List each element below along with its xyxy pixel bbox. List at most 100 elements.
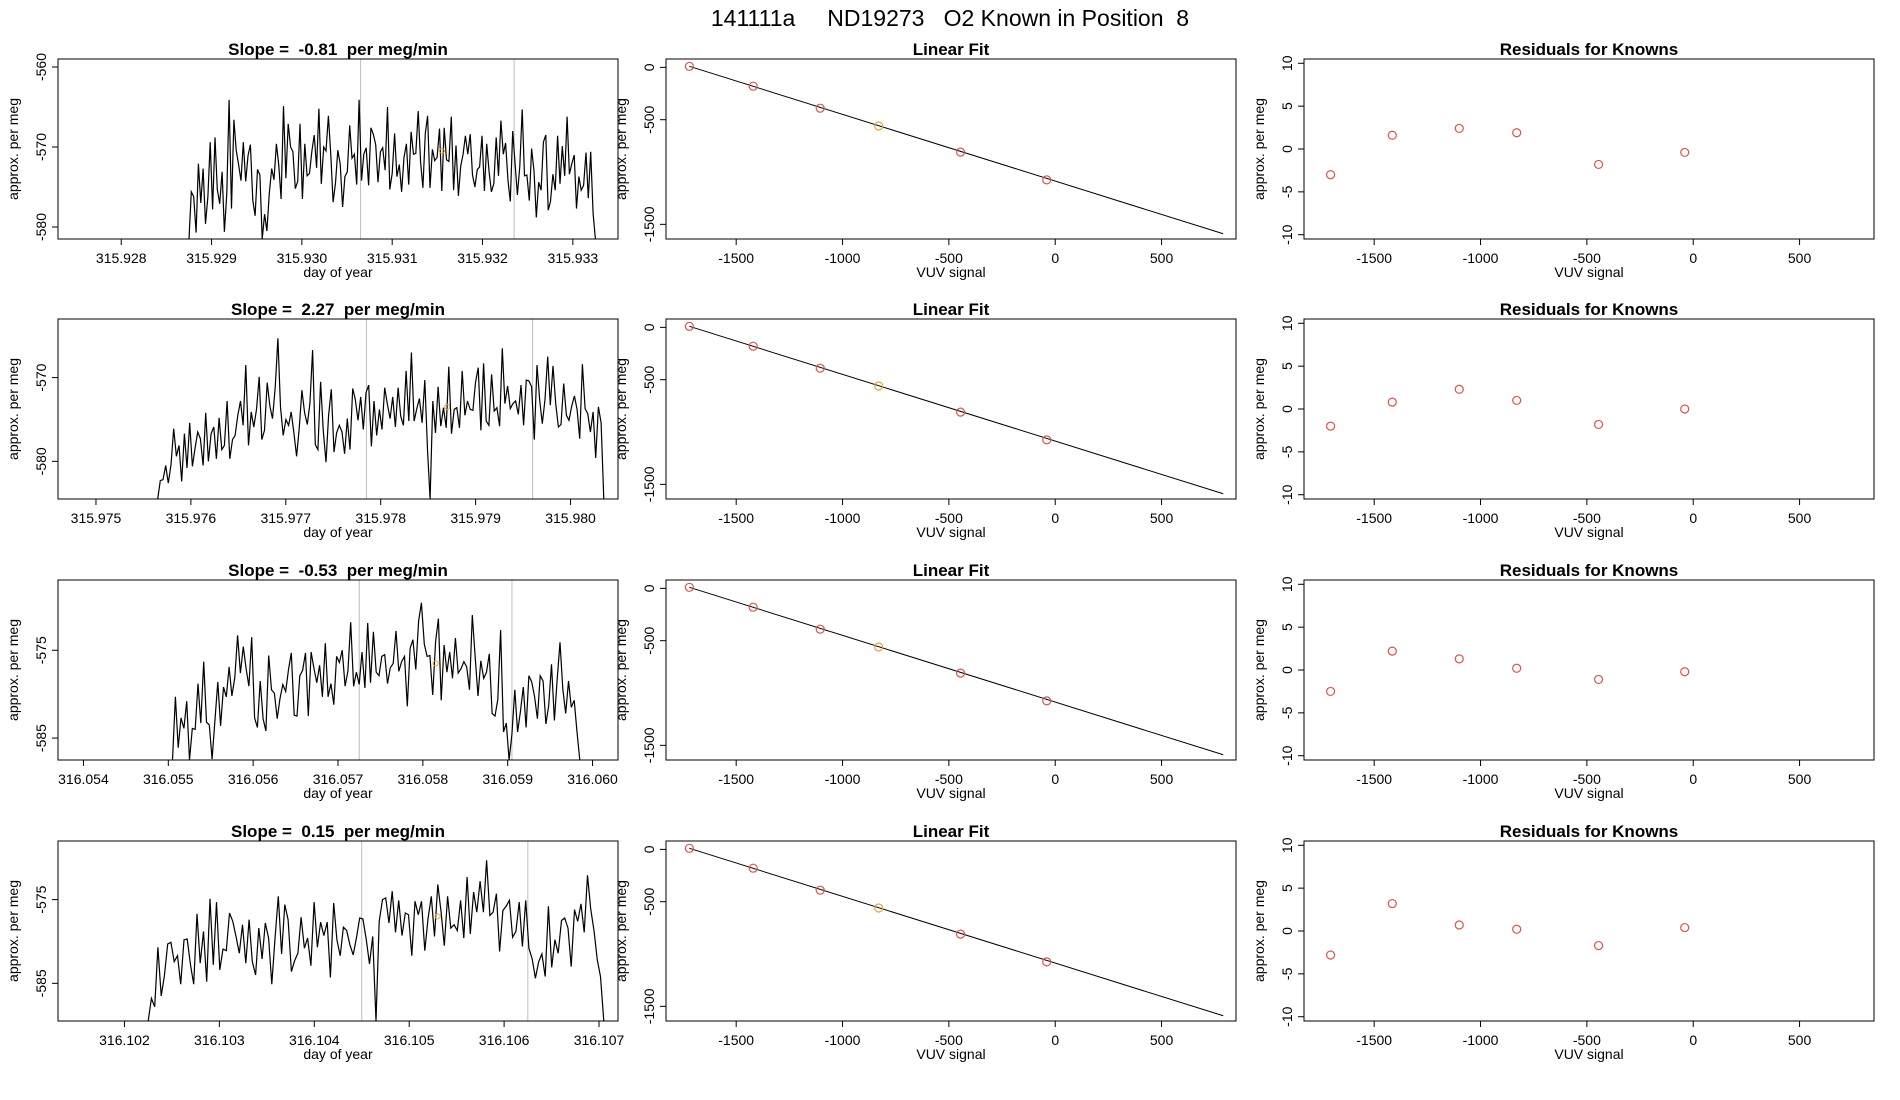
y-axis-label: approx. per meg — [1251, 880, 1267, 982]
data-point — [1454, 123, 1464, 134]
chart-panel-10: 316.102 316.103 316.104 316.105 316.106 316.1… — [5, 822, 625, 1062]
plot-frame — [1303, 318, 1875, 500]
x-tick-label: -1000 — [825, 250, 861, 266]
x-axis-label: day of year — [303, 1046, 373, 1062]
chart-title: Linear Fit — [913, 561, 990, 580]
data-point — [1512, 663, 1522, 673]
chart-panel-8: -1500 -1000 -500 0 500 0 -500 -1500 Linear Fit VU… — [613, 561, 1237, 801]
x-tick-label: -500 — [935, 771, 963, 787]
data-point — [1593, 674, 1604, 685]
x-tick-label: 500 — [1150, 771, 1174, 787]
plot-area — [684, 61, 1224, 235]
x-tick-label: -1000 — [825, 771, 861, 787]
chart-title: Linear Fit — [913, 40, 990, 59]
x-tick-label: 500 — [1788, 771, 1812, 787]
y-tick-label: 0 — [1279, 666, 1295, 674]
x-tick-label: -500 — [1573, 250, 1601, 266]
data-point — [1680, 922, 1690, 933]
data-point — [815, 103, 825, 113]
x-tick-label: -1500 — [1356, 250, 1392, 266]
data-point — [684, 843, 694, 853]
chart-panel-4: 315.975 315.976 315.977 315.978 315.979 315.9… — [5, 300, 619, 540]
signal-trace-line — [157, 338, 605, 499]
x-tick-label: -500 — [1573, 1032, 1601, 1048]
data-point — [1593, 159, 1604, 170]
y-tick-label: 10 — [1279, 315, 1295, 331]
x-tick-label: 315.979 — [450, 510, 501, 526]
fit-line — [689, 325, 1224, 495]
data-point — [1042, 696, 1052, 706]
x-tick-label: -1500 — [1356, 1032, 1392, 1048]
y-axis-label: approx. per meg — [613, 880, 629, 982]
plot-area — [188, 59, 596, 239]
data-point — [1325, 421, 1336, 431]
y-tick-label: 5 — [1279, 362, 1295, 370]
plot-frame — [1303, 840, 1875, 1022]
data-point — [684, 582, 694, 592]
plot-area — [684, 843, 1224, 1017]
x-tick-label: -1000 — [825, 510, 861, 526]
plot-frame — [1303, 58, 1875, 240]
plot-area — [1325, 123, 1690, 180]
x-tick-label: 0 — [1689, 771, 1697, 787]
y-tick-label: -560 — [33, 53, 49, 81]
data-point — [1680, 667, 1690, 677]
data-point — [874, 121, 884, 131]
x-tick-label: 316.055 — [143, 771, 194, 787]
data-point — [1454, 920, 1464, 930]
x-tick-label: 316.104 — [289, 1032, 340, 1048]
data-point — [1454, 384, 1464, 394]
plot-frame — [57, 840, 619, 1022]
plot-area — [157, 319, 605, 499]
highlight-point — [444, 403, 451, 410]
x-tick-label: -1000 — [825, 1032, 861, 1048]
x-tick-label: -500 — [935, 510, 963, 526]
chart-title: Residuals for Knowns — [1500, 822, 1679, 841]
plot-frame — [1303, 579, 1875, 761]
y-tick-label: -5 — [1279, 967, 1295, 980]
x-tick-label: 500 — [1788, 250, 1812, 266]
y-axis-label: approx. per meg — [613, 619, 629, 721]
y-tick-label: 0 — [641, 323, 657, 331]
x-tick-label: 316.103 — [194, 1032, 245, 1048]
plot-area — [147, 841, 605, 1021]
y-tick-label: -570 — [33, 363, 49, 391]
data-point — [1325, 170, 1336, 180]
y-axis-label: approx. per meg — [5, 619, 21, 721]
x-tick-label: -500 — [935, 1032, 963, 1048]
x-tick-label: 315.930 — [277, 250, 328, 266]
data-point — [815, 885, 825, 895]
y-tick-label: -1500 — [641, 727, 657, 763]
x-tick-label: 0 — [1051, 510, 1059, 526]
data-point — [1325, 950, 1336, 960]
chart-title: Residuals for Knowns — [1500, 300, 1679, 319]
y-tick-label: 0 — [1279, 927, 1295, 935]
y-tick-label: -570 — [33, 133, 49, 161]
y-tick-label: -10 — [1279, 484, 1295, 504]
data-point — [874, 903, 884, 913]
x-tick-label: 316.106 — [479, 1032, 530, 1048]
x-tick-label: -1500 — [1356, 771, 1392, 787]
x-tick-label: 315.980 — [545, 510, 596, 526]
x-axis-label: VUV signal — [1554, 785, 1623, 801]
y-axis-label: approx. per meg — [5, 358, 21, 460]
x-tick-label: 0 — [1689, 250, 1697, 266]
x-tick-label: 500 — [1788, 1032, 1812, 1048]
x-tick-label: -1500 — [718, 1032, 754, 1048]
data-point — [1387, 397, 1397, 407]
chart-title: Slope = -0.81 per meg/min — [228, 40, 448, 59]
data-point — [1042, 957, 1052, 967]
page-title: 141111a ND19273 O2 Known in Position 8 — [710, 5, 1190, 31]
chart-title: Linear Fit — [913, 822, 990, 841]
y-tick-label: -500 — [641, 365, 657, 393]
plot-frame — [57, 318, 619, 500]
chart-panel-9: -1500 -1000 -500 0 500 10 5 0 -5 -10 Residuals for… — [1251, 561, 1875, 801]
x-tick-label: 500 — [1788, 510, 1812, 526]
data-point — [748, 602, 758, 612]
fit-line — [689, 847, 1224, 1017]
plot-frame — [665, 318, 1237, 500]
plot-frame — [57, 58, 619, 240]
y-axis-label: approx. per meg — [1251, 98, 1267, 200]
y-tick-label: 5 — [1279, 102, 1295, 110]
plot-area — [171, 580, 581, 760]
